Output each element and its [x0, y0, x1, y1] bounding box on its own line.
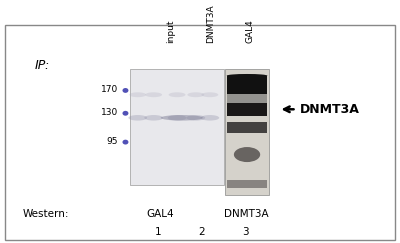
Text: 1: 1: [155, 226, 162, 236]
Text: IP:: IP:: [34, 59, 50, 72]
Ellipse shape: [169, 92, 186, 97]
Bar: [225, 69, 269, 195]
FancyBboxPatch shape: [5, 25, 395, 240]
Text: 95: 95: [107, 137, 118, 146]
Ellipse shape: [122, 111, 128, 116]
Ellipse shape: [187, 92, 204, 97]
Text: DNMT3A: DNMT3A: [206, 4, 215, 43]
Bar: [227, 103, 267, 116]
Text: GAL4: GAL4: [246, 19, 255, 43]
Text: DNMT3A: DNMT3A: [224, 209, 268, 219]
Ellipse shape: [186, 115, 205, 121]
Bar: [227, 122, 267, 133]
Ellipse shape: [234, 147, 260, 162]
Ellipse shape: [129, 92, 146, 97]
Ellipse shape: [122, 140, 128, 145]
Ellipse shape: [144, 115, 163, 121]
Bar: [227, 76, 267, 95]
Ellipse shape: [168, 115, 186, 121]
Ellipse shape: [128, 115, 147, 121]
Ellipse shape: [145, 92, 162, 97]
Text: 170: 170: [101, 85, 118, 94]
Ellipse shape: [202, 92, 218, 97]
Ellipse shape: [161, 115, 203, 121]
Ellipse shape: [122, 88, 128, 93]
Text: input: input: [166, 19, 175, 43]
Text: DNMT3A: DNMT3A: [300, 103, 360, 116]
Bar: [130, 69, 224, 185]
Ellipse shape: [200, 115, 219, 121]
Text: GAL4: GAL4: [146, 209, 174, 219]
Text: 130: 130: [101, 108, 118, 117]
Bar: [227, 180, 267, 188]
Text: 2: 2: [199, 226, 205, 236]
Bar: [227, 95, 267, 103]
Ellipse shape: [227, 74, 267, 77]
Text: Western:: Western:: [23, 209, 69, 219]
Text: 3: 3: [242, 226, 249, 236]
